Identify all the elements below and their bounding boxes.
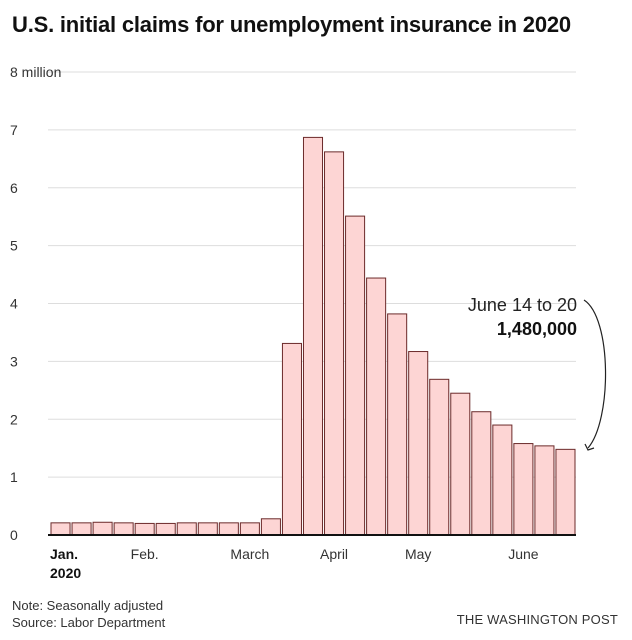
bar bbox=[176, 522, 197, 536]
bar bbox=[450, 392, 471, 536]
bar bbox=[555, 448, 576, 536]
x-tick-label: Feb. bbox=[131, 546, 159, 562]
bar-chart: 0 1 2 3 4 5 6 7 8 million Jan. 2020 Feb. March April… bbox=[10, 64, 607, 581]
x-tick-label: April bbox=[320, 546, 348, 562]
chart-title: U.S. initial claims for unemployment ins… bbox=[12, 12, 571, 37]
bar bbox=[513, 443, 534, 536]
x-tick-sublabel: 2020 bbox=[50, 565, 81, 581]
bar bbox=[260, 518, 281, 536]
credit-text: THE WASHINGTON POST bbox=[456, 612, 618, 627]
y-tick-label: 3 bbox=[10, 353, 18, 369]
bar bbox=[345, 215, 366, 536]
bar bbox=[324, 151, 345, 536]
bar bbox=[492, 424, 513, 536]
x-axis-ticks: Jan. 2020 Feb. March April May June bbox=[50, 546, 539, 581]
bar bbox=[387, 313, 408, 536]
bar bbox=[218, 522, 239, 536]
x-tick-label: March bbox=[230, 546, 269, 562]
bar bbox=[155, 522, 176, 536]
y-tick-label: 8 million bbox=[10, 64, 61, 80]
bar bbox=[113, 522, 134, 536]
source-text: Source: Labor Department bbox=[12, 615, 166, 630]
y-tick-label: 5 bbox=[10, 238, 18, 254]
y-tick-label: 6 bbox=[10, 180, 18, 196]
bar bbox=[197, 522, 218, 536]
y-tick-label: 7 bbox=[10, 122, 18, 138]
y-tick-label: 4 bbox=[10, 296, 18, 312]
bar bbox=[281, 342, 302, 536]
bar bbox=[366, 277, 387, 536]
annotation: June 14 to 20 1,480,000 bbox=[468, 295, 607, 451]
bar bbox=[92, 521, 113, 536]
bar bbox=[302, 136, 324, 536]
y-tick-label: 1 bbox=[10, 469, 18, 485]
bar bbox=[50, 522, 71, 536]
x-tick-label: June bbox=[508, 546, 539, 562]
annotation-arrow bbox=[583, 299, 607, 449]
y-axis-ticks: 0 1 2 3 4 5 6 7 8 million bbox=[10, 64, 61, 543]
annotation-date: June 14 to 20 bbox=[468, 295, 577, 315]
bar bbox=[134, 522, 155, 536]
bar bbox=[71, 522, 92, 536]
note-text: Note: Seasonally adjusted bbox=[12, 598, 164, 613]
bar bbox=[429, 378, 450, 536]
annotation-value: 1,480,000 bbox=[497, 319, 577, 339]
y-tick-label: 0 bbox=[10, 527, 18, 543]
bars bbox=[48, 136, 576, 536]
bar bbox=[239, 522, 260, 536]
bar bbox=[408, 351, 429, 536]
bar bbox=[534, 445, 555, 536]
bar bbox=[471, 411, 492, 536]
x-tick-label: May bbox=[405, 546, 431, 562]
y-tick-label: 2 bbox=[10, 411, 18, 427]
x-tick-label: Jan. bbox=[50, 546, 78, 562]
annotation-arrowhead bbox=[584, 443, 595, 451]
